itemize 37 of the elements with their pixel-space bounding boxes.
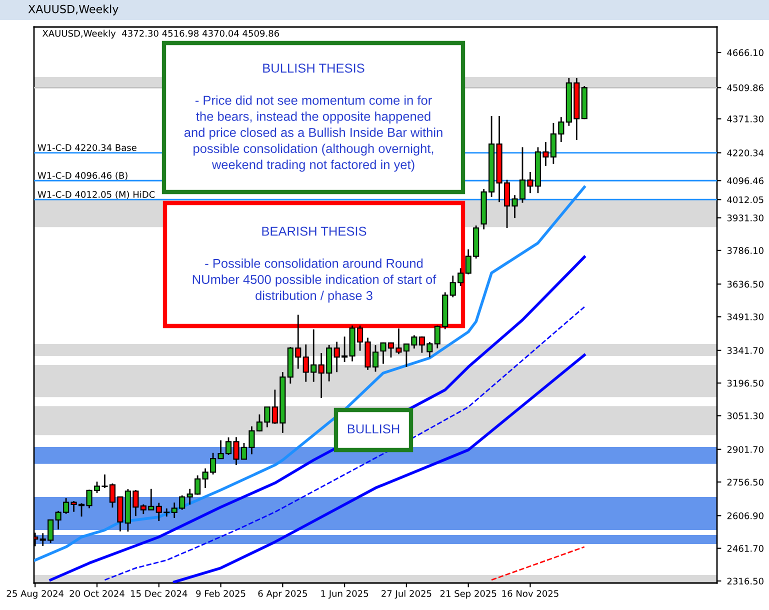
y-tick-label: 3196.50: [727, 380, 764, 387]
y-tick-label: 4509.86: [727, 84, 764, 92]
y-tick-label: 3786.10: [727, 247, 764, 254]
y-tick-label: 4012.05: [727, 196, 764, 204]
annotation: BULLISH: [348, 424, 400, 434]
ref-line-label: W1-C-D 4096.46 (B): [38, 172, 128, 180]
x-tick-label: 25 Aug 2024: [6, 590, 64, 599]
y-tick-label: 2606.90: [727, 512, 764, 520]
y-tick-label: 3341.70: [727, 347, 764, 354]
x-tick-label: 16 Nov 2025: [502, 590, 558, 597]
y-tick-label: 2756.50: [727, 478, 764, 486]
ref-line-label: W1-C-D 4220.34 Base: [38, 144, 136, 152]
y-tick-label: 4666.10: [727, 49, 764, 56]
x-tick-label: 6 Apr 2025: [258, 590, 307, 599]
x-tick-label: 15 Dec 2024: [131, 590, 188, 597]
x-tick-label: 27 Jul 2025: [382, 590, 432, 599]
y-tick-label: 4096.46: [727, 177, 764, 184]
y-tick-label: 4220.34: [727, 149, 764, 156]
text: BEARISH THESIS - Possible consolidation around Round NUmber 4500 possible indication of start of distribution / phase 3: [192, 226, 436, 303]
text: BULLISH THESIS - Price did not see momentum come in for the bears, instead the opposite happened and price closed as a Bullish Inside Bar within possible consolidation (although overnight, weekend trading not factored in yet): [184, 64, 442, 172]
line-series: [172, 354, 586, 583]
y-tick-label: 3051.30: [727, 412, 764, 420]
chart-subtitle: XAUUSD,Weekly 4372.30 4516.98 4370.04 4509.86: [42, 30, 280, 39]
line-series: [104, 306, 586, 581]
y-tick-label: 3491.30: [727, 313, 764, 320]
y-tick-label: 3931.30: [727, 214, 764, 222]
y-tick-label: 3636.50: [727, 280, 764, 288]
y-tick-label: 4371.30: [727, 116, 764, 122]
x-tick-label: 9 Feb 2025: [196, 590, 246, 597]
y-tick-label: 2316.50: [727, 578, 764, 585]
y-tick-label: 2461.70: [727, 545, 764, 552]
x-tick-label: 1 Jun 2025: [321, 590, 368, 599]
ref-line-label: W1-C-D 4012.05 (M) HiDC: [38, 190, 155, 199]
y-tick-label: 2901.70: [727, 446, 764, 453]
chart-title: XAUUSD,Weekly: [28, 4, 118, 16]
x-tick-label: 21 Sep 2025: [440, 590, 496, 599]
x-tick-label: 20 Oct 2024: [70, 590, 124, 597]
